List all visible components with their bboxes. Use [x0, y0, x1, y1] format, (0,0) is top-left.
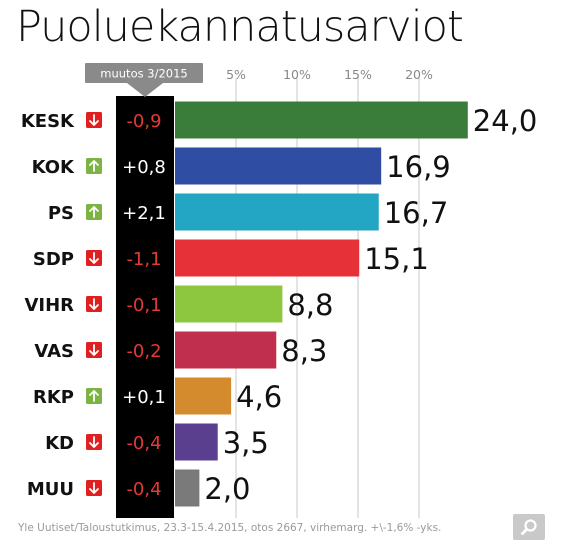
bar-value-label: 2,0 — [204, 472, 250, 506]
change-header-label: muutos 3/2015 — [100, 67, 187, 81]
bar — [175, 239, 360, 277]
change-header-tab — [85, 63, 203, 83]
arrow-down-glyph — [89, 344, 99, 356]
magnifier-icon — [521, 519, 537, 535]
bar — [175, 193, 379, 231]
party-label: KESK — [21, 111, 75, 132]
party-label: KOK — [32, 157, 75, 178]
bar — [175, 469, 200, 507]
party-label: VIHR — [24, 295, 74, 316]
bar-value-label: 8,3 — [281, 334, 327, 368]
bar-value-label: 3,5 — [223, 426, 269, 460]
bar — [175, 101, 468, 139]
bar-value-label: 16,9 — [386, 150, 451, 184]
bar — [175, 331, 277, 369]
arrow-down-glyph — [89, 114, 99, 126]
x-tick-label: 20% — [405, 67, 433, 82]
search-button[interactable] — [513, 514, 545, 540]
x-tick-label: 5% — [226, 67, 246, 82]
party-label: RKP — [33, 387, 74, 408]
bar-value-label: 24,0 — [473, 104, 538, 138]
chart-row: KD -0,4 3,5 — [45, 423, 269, 461]
change-column: muutos 3/2015 — [85, 63, 203, 518]
party-label: KD — [45, 433, 74, 454]
bar — [175, 377, 232, 415]
chart-row: VIHR -0,1 8,8 — [24, 285, 333, 323]
party-label: MUU — [27, 479, 74, 500]
party-label: PS — [48, 203, 74, 224]
change-value: -1,1 — [126, 249, 161, 270]
chart-row: VAS -0,2 8,3 — [34, 331, 327, 369]
chart-row: KOK +0,8 16,9 — [32, 147, 451, 185]
bar-value-label: 15,1 — [364, 242, 429, 276]
chart-title: Puoluekannatusarviot — [16, 2, 464, 52]
bar-value-label: 8,8 — [287, 288, 333, 322]
bar-value-label: 4,6 — [236, 380, 282, 414]
chart-rows: KESK -0,9 24,0 KOK +0,8 16,9 PS +2,1 16,7 SDP -1,1… — [21, 101, 538, 507]
footer-source: Yle Uutiset/Taloustutkimus, 23.3-15.4.20… — [18, 522, 442, 534]
arrow-up-glyph — [89, 390, 99, 402]
bar-value-label: 16,7 — [384, 196, 449, 230]
change-value: -0,9 — [126, 111, 161, 132]
change-value: -0,1 — [126, 295, 161, 316]
change-value: -0,2 — [126, 341, 161, 362]
arrow-down-glyph — [89, 298, 99, 310]
bar — [175, 147, 382, 185]
chart-row: RKP +0,1 4,6 — [33, 377, 282, 415]
bar — [175, 285, 283, 323]
x-axis-ticks: 5% 10% 15% 20% — [226, 67, 433, 82]
arrow-down-glyph — [89, 252, 99, 264]
change-value: +2,1 — [122, 203, 166, 224]
arrow-up-glyph — [89, 206, 99, 218]
party-label: VAS — [34, 341, 74, 362]
x-tick-label: 10% — [283, 67, 311, 82]
change-header-pointer — [127, 83, 163, 97]
chart-row: SDP -1,1 15,1 — [33, 239, 429, 277]
bar — [175, 423, 218, 461]
arrow-down-glyph — [89, 436, 99, 448]
chart-row: MUU -0,4 2,0 — [27, 469, 251, 507]
chart-row: PS +2,1 16,7 — [48, 193, 449, 231]
change-column-bg — [116, 96, 174, 518]
change-value: -0,4 — [126, 433, 161, 454]
change-value: +0,1 — [122, 387, 166, 408]
bar-chart: 5% 10% 15% 20% muutos 3/2015 KESK -0,9 24,0 KO… — [21, 63, 538, 518]
arrow-up-glyph — [89, 160, 99, 172]
arrow-down-glyph — [89, 482, 99, 494]
chart-row: KESK -0,9 24,0 — [21, 101, 538, 139]
x-tick-label: 15% — [344, 67, 372, 82]
party-label: SDP — [33, 249, 74, 270]
change-value: +0,8 — [122, 157, 166, 178]
change-value: -0,4 — [126, 479, 161, 500]
